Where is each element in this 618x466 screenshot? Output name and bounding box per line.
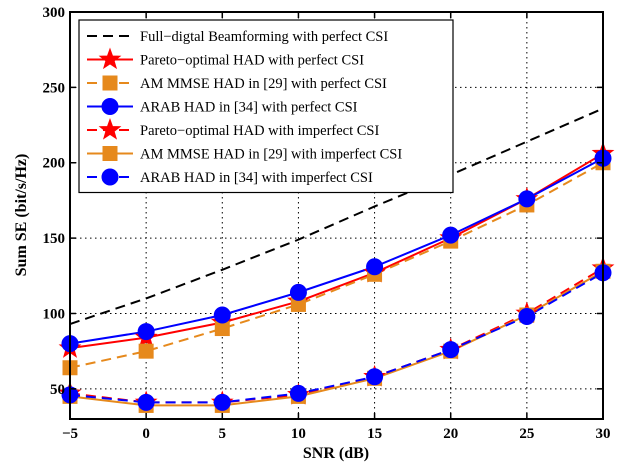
legend-swatch-marker xyxy=(102,75,118,91)
legend-entry-label: Pareto−optimal HAD with imperfect CSI xyxy=(140,123,379,139)
series-7-point xyxy=(137,393,155,411)
series-7-line-arab-had-in-34-with-imperfect-csi xyxy=(69,271,604,404)
legend-swatch-marker xyxy=(98,118,122,140)
series-lines xyxy=(69,107,604,407)
series-7-point xyxy=(213,393,231,411)
legend: Full−digtal Beamforming with perfect CSI… xyxy=(78,19,454,194)
x-tick-label: 0 xyxy=(142,426,150,442)
y-tick-label: 50 xyxy=(50,382,65,398)
x-tick-label: 30 xyxy=(596,426,611,442)
plot-frame xyxy=(69,11,604,420)
y-tick-label: 300 xyxy=(43,5,66,21)
series-3-point xyxy=(214,321,230,337)
legend-entry-label: AM MMSE HAD in [29] with perfect CSI xyxy=(140,76,387,92)
y-axis-title: Sum SE (bit/s/Hz) xyxy=(13,154,30,277)
legend-swatch-marker xyxy=(101,168,119,186)
series-4-point xyxy=(366,258,384,276)
x-tick-label: −5 xyxy=(62,426,78,442)
legend-entry-label: ARAB HAD in [34] with perfect CSI xyxy=(140,100,358,116)
y-tick-label: 150 xyxy=(43,231,66,247)
series-4-point xyxy=(289,283,307,301)
y-tick-label: 200 xyxy=(43,156,66,172)
legend-box xyxy=(78,19,454,194)
series-7-point xyxy=(366,368,384,386)
series-4-point xyxy=(518,190,536,208)
series-3-line-am-mmse-had-in-29-with-perfect-csi xyxy=(69,161,604,369)
x-axis-title: SNR (dB) xyxy=(303,445,369,462)
y-tick-label: 250 xyxy=(43,80,66,96)
legend-entry-label: AM MMSE HAD in [29] with imperfect CSI xyxy=(140,147,402,163)
axis-ticks: −5 0 5 10 15 20 25 30 50 100 150 200 250 300 xyxy=(43,5,611,442)
series-3-point xyxy=(138,343,154,359)
series-7-point xyxy=(442,341,460,359)
series-4-point xyxy=(442,226,460,244)
x-tick-label: 10 xyxy=(291,426,306,442)
x-tick-label: 25 xyxy=(519,426,534,442)
legend-entry-label: Full−digtal Beamforming with perfect CSI xyxy=(140,29,388,45)
series-4-line-arab-had-in-34-with-perfect-csi xyxy=(69,157,604,345)
x-tick-label: 15 xyxy=(367,426,382,442)
x-tick-label: 5 xyxy=(219,426,227,442)
series-7-point xyxy=(518,307,536,325)
series-4-point xyxy=(213,306,231,324)
legend-entry-label: ARAB HAD in [34] with imperfect CSI xyxy=(140,170,373,186)
y-tick-label: 100 xyxy=(43,306,66,322)
legend-entry-label: Pareto−optimal HAD with perfect CSI xyxy=(140,53,364,69)
legend-swatch-marker xyxy=(102,146,118,161)
series-4-point xyxy=(137,323,155,341)
x-tick-label: 20 xyxy=(443,426,458,442)
legend-swatch-marker xyxy=(101,98,119,115)
series-7-point xyxy=(289,384,307,402)
legend-swatch-marker xyxy=(98,47,122,70)
